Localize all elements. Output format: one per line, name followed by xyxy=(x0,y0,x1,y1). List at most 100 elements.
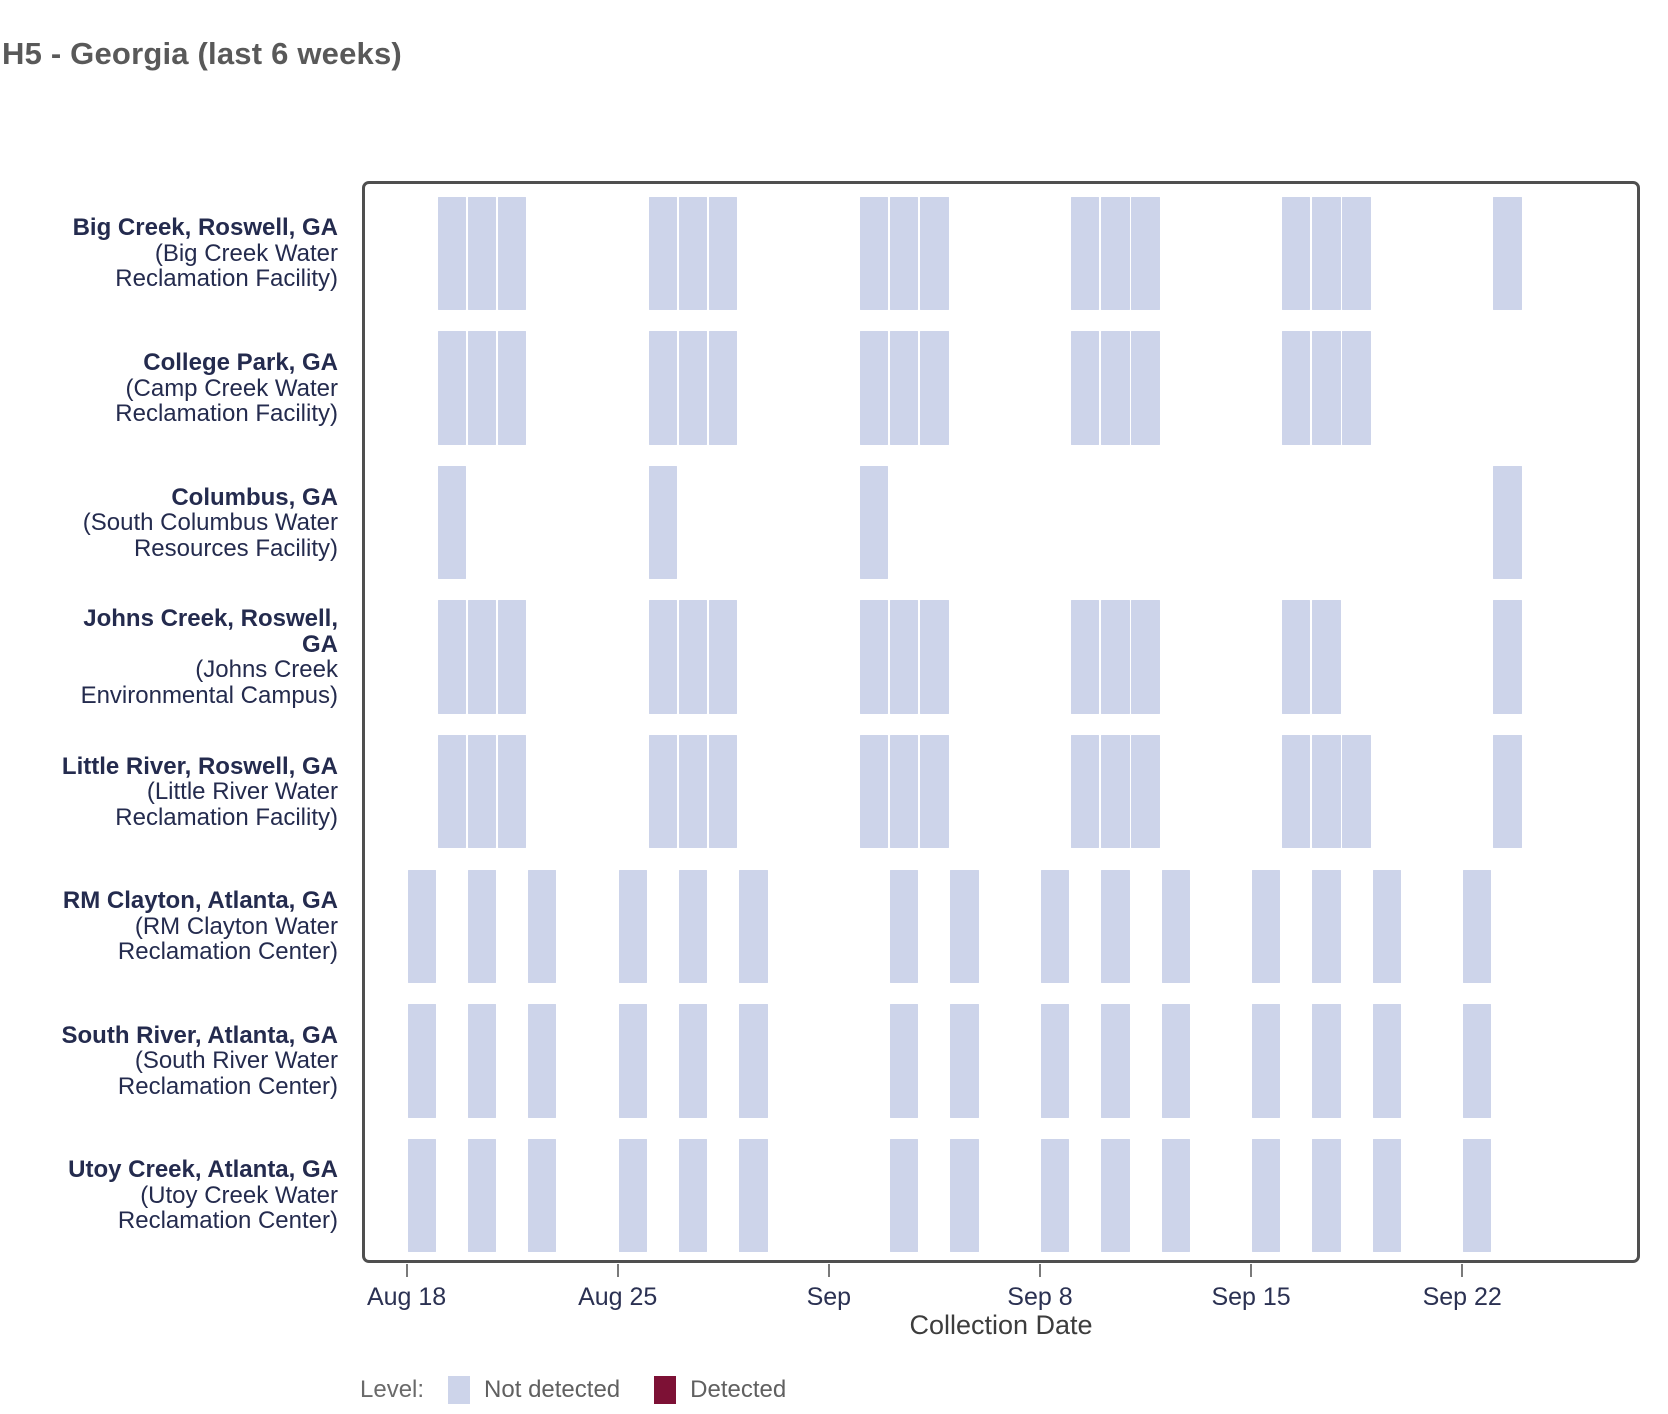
sample-tile[interactable] xyxy=(1131,196,1160,311)
sample-tile[interactable] xyxy=(920,331,949,445)
sample-tile[interactable] xyxy=(1342,196,1371,311)
sample-tile[interactable] xyxy=(890,196,919,311)
sample-tile[interactable] xyxy=(1312,331,1341,445)
sample-tile[interactable] xyxy=(648,196,678,311)
sample-tile[interactable] xyxy=(618,1138,647,1253)
sample-tile[interactable] xyxy=(1312,196,1341,311)
sample-tile[interactable] xyxy=(467,196,497,311)
sample-tile[interactable] xyxy=(1493,734,1522,849)
sample-tile[interactable] xyxy=(467,869,497,984)
sample-tile[interactable] xyxy=(1312,869,1341,984)
sample-tile[interactable] xyxy=(1312,1138,1341,1253)
sample-tile[interactable] xyxy=(467,331,497,445)
sample-tile[interactable] xyxy=(528,869,557,984)
sample-tile[interactable] xyxy=(407,1138,436,1253)
sample-tile[interactable] xyxy=(1161,1004,1190,1118)
sample-tile[interactable] xyxy=(648,465,678,580)
sample-tile[interactable] xyxy=(618,1004,647,1118)
sample-tile[interactable] xyxy=(1463,1004,1492,1118)
sample-tile[interactable] xyxy=(920,600,949,714)
sample-tile[interactable] xyxy=(678,734,708,849)
sample-tile[interactable] xyxy=(1493,600,1522,714)
sample-tile[interactable] xyxy=(528,1004,557,1118)
sample-tile[interactable] xyxy=(1040,1138,1070,1253)
sample-tile[interactable] xyxy=(1071,734,1100,849)
sample-tile[interactable] xyxy=(1282,331,1311,445)
sample-tile[interactable] xyxy=(648,734,678,849)
sample-tile[interactable] xyxy=(437,734,467,849)
sample-tile[interactable] xyxy=(1101,734,1130,849)
sample-tile[interactable] xyxy=(437,465,467,580)
sample-tile[interactable] xyxy=(1342,734,1371,849)
sample-tile[interactable] xyxy=(1251,1004,1281,1118)
sample-tile[interactable] xyxy=(859,734,889,849)
sample-tile[interactable] xyxy=(1372,869,1401,984)
sample-tile[interactable] xyxy=(437,196,467,311)
sample-tile[interactable] xyxy=(1312,600,1341,714)
sample-tile[interactable] xyxy=(497,600,527,714)
sample-tile[interactable] xyxy=(950,1138,979,1253)
sample-tile[interactable] xyxy=(1372,1138,1401,1253)
sample-tile[interactable] xyxy=(1161,1138,1190,1253)
sample-tile[interactable] xyxy=(678,1004,708,1118)
sample-tile[interactable] xyxy=(1463,1138,1492,1253)
sample-tile[interactable] xyxy=(859,600,889,714)
sample-tile[interactable] xyxy=(859,331,889,445)
sample-tile[interactable] xyxy=(1071,331,1100,445)
sample-tile[interactable] xyxy=(890,869,919,984)
sample-tile[interactable] xyxy=(890,734,919,849)
sample-tile[interactable] xyxy=(497,196,527,311)
sample-tile[interactable] xyxy=(739,1138,768,1253)
sample-tile[interactable] xyxy=(497,331,527,445)
sample-tile[interactable] xyxy=(1131,734,1160,849)
sample-tile[interactable] xyxy=(1040,1004,1070,1118)
sample-tile[interactable] xyxy=(1161,869,1190,984)
sample-tile[interactable] xyxy=(1282,734,1311,849)
sample-tile[interactable] xyxy=(1071,600,1100,714)
sample-tile[interactable] xyxy=(1282,196,1311,311)
sample-tile[interactable] xyxy=(709,331,738,445)
sample-tile[interactable] xyxy=(528,1138,557,1253)
sample-tile[interactable] xyxy=(920,196,949,311)
sample-tile[interactable] xyxy=(1101,331,1130,445)
sample-tile[interactable] xyxy=(467,1004,497,1118)
sample-tile[interactable] xyxy=(648,331,678,445)
sample-tile[interactable] xyxy=(678,196,708,311)
sample-tile[interactable] xyxy=(467,1138,497,1253)
sample-tile[interactable] xyxy=(859,465,889,580)
sample-tile[interactable] xyxy=(1071,196,1100,311)
sample-tile[interactable] xyxy=(1101,600,1130,714)
sample-tile[interactable] xyxy=(739,1004,768,1118)
sample-tile[interactable] xyxy=(648,600,678,714)
sample-tile[interactable] xyxy=(678,1138,708,1253)
sample-tile[interactable] xyxy=(1312,1004,1341,1118)
sample-tile[interactable] xyxy=(1251,1138,1281,1253)
sample-tile[interactable] xyxy=(407,1004,436,1118)
sample-tile[interactable] xyxy=(678,869,708,984)
sample-tile[interactable] xyxy=(1040,869,1070,984)
sample-tile[interactable] xyxy=(437,331,467,445)
sample-tile[interactable] xyxy=(437,600,467,714)
sample-tile[interactable] xyxy=(1101,1138,1130,1253)
sample-tile[interactable] xyxy=(920,734,949,849)
sample-tile[interactable] xyxy=(950,1004,979,1118)
sample-tile[interactable] xyxy=(890,1138,919,1253)
sample-tile[interactable] xyxy=(890,1004,919,1118)
sample-tile[interactable] xyxy=(709,196,738,311)
sample-tile[interactable] xyxy=(467,734,497,849)
sample-tile[interactable] xyxy=(890,600,919,714)
sample-tile[interactable] xyxy=(497,734,527,849)
sample-tile[interactable] xyxy=(407,869,436,984)
sample-tile[interactable] xyxy=(1131,331,1160,445)
sample-tile[interactable] xyxy=(1463,869,1492,984)
sample-tile[interactable] xyxy=(1251,869,1281,984)
sample-tile[interactable] xyxy=(1372,1004,1401,1118)
sample-tile[interactable] xyxy=(859,196,889,311)
sample-tile[interactable] xyxy=(709,600,738,714)
sample-tile[interactable] xyxy=(1342,331,1371,445)
sample-tile[interactable] xyxy=(1312,734,1341,849)
sample-tile[interactable] xyxy=(1493,465,1522,580)
sample-tile[interactable] xyxy=(1101,869,1130,984)
sample-tile[interactable] xyxy=(709,734,738,849)
sample-tile[interactable] xyxy=(1101,196,1130,311)
